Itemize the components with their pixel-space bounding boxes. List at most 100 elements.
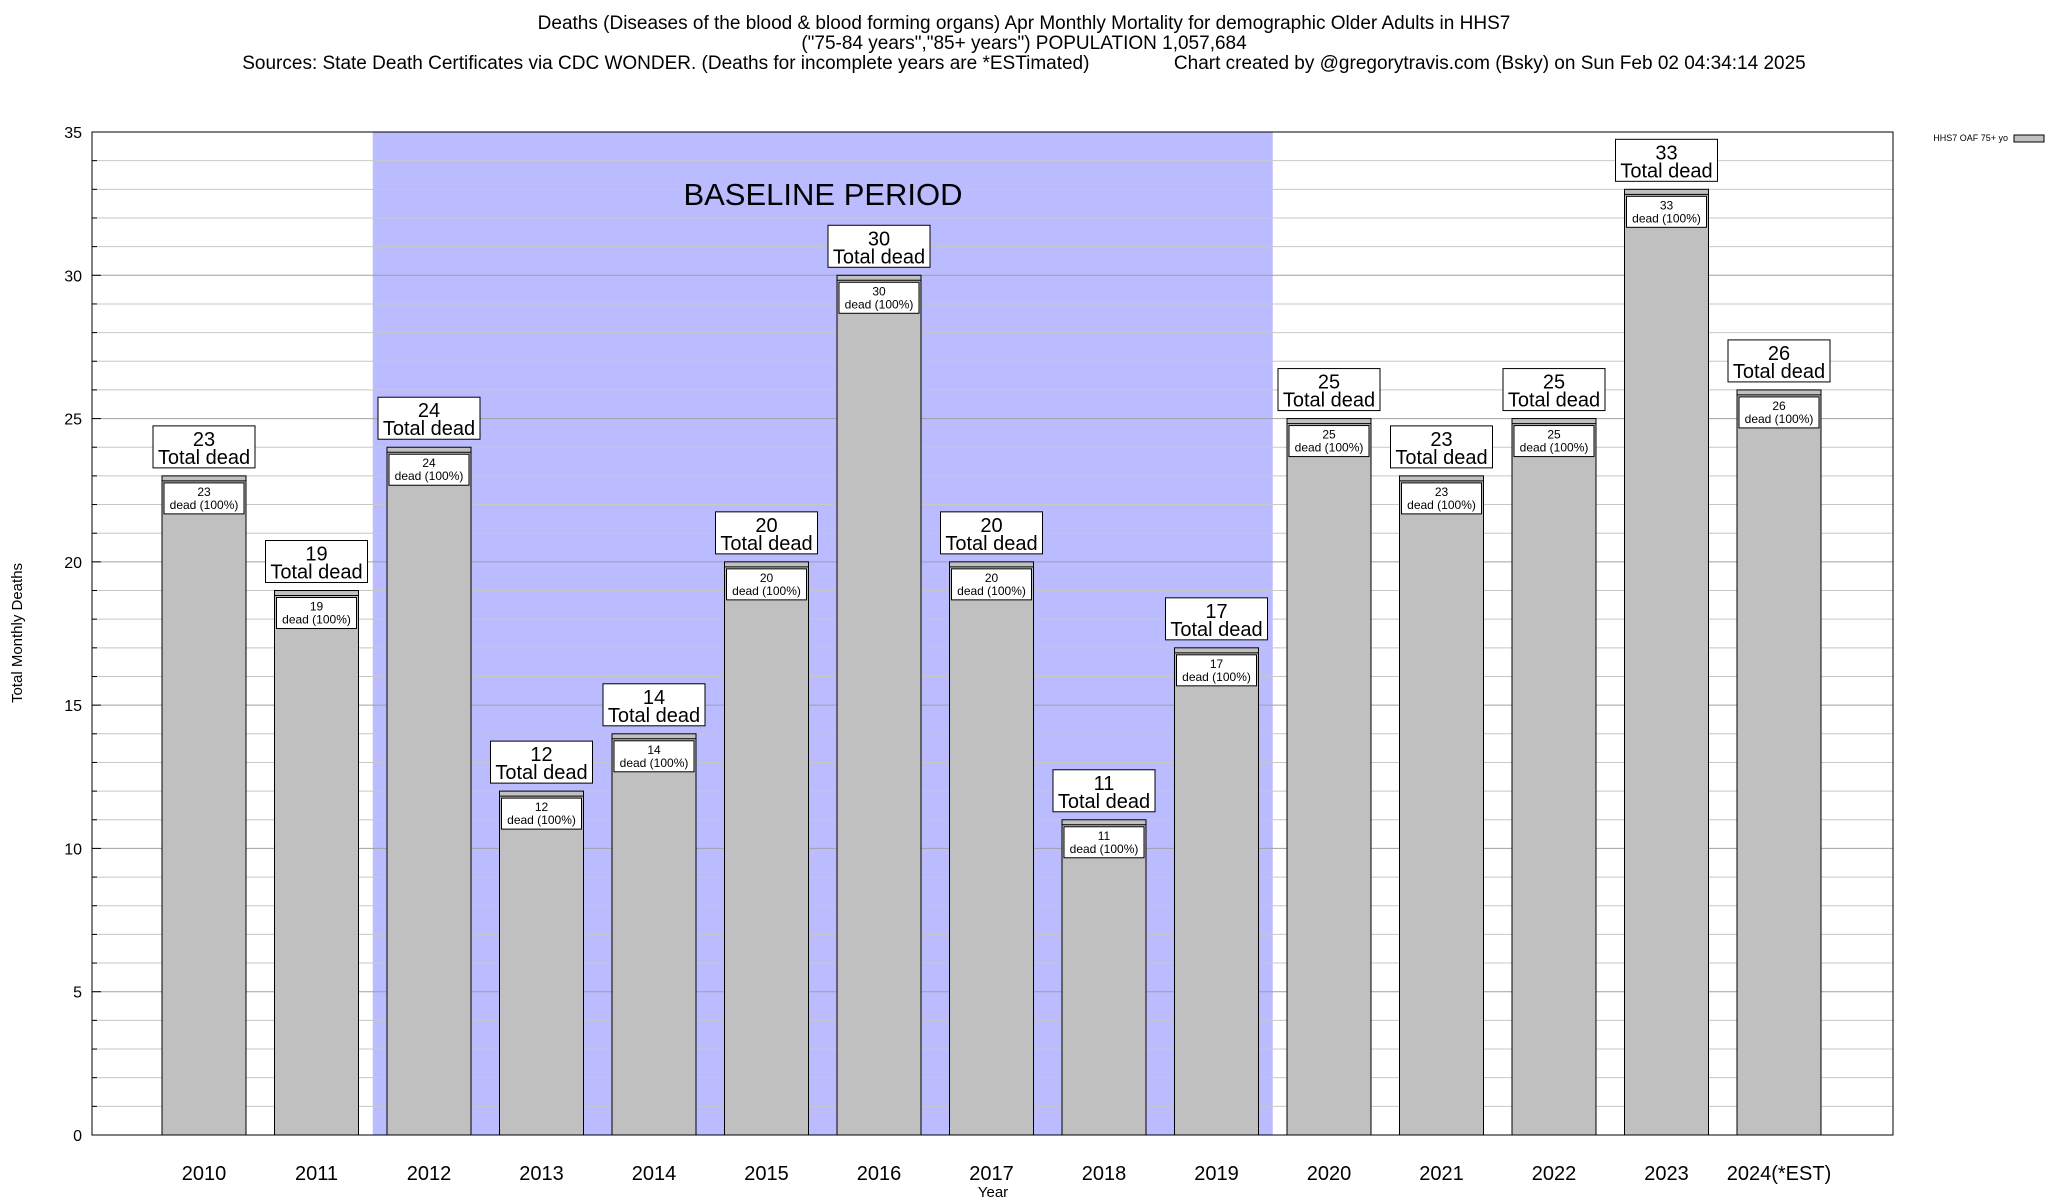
bar-2011 <box>274 590 359 1136</box>
total-label-value: 20 <box>755 515 777 537</box>
inner-label-box <box>726 568 807 601</box>
inner-label-value: 25 <box>1547 428 1561 442</box>
total-label-value: 14 <box>643 687 665 709</box>
y-tick-label: 20 <box>64 555 82 572</box>
inner-label-box <box>838 281 920 314</box>
inner-label-text: dead (100%) <box>1070 842 1139 856</box>
bar-2013 <box>499 790 584 1136</box>
total-label-box <box>1390 425 1493 469</box>
x-tick-label-2010: 2010 <box>182 1163 227 1185</box>
inner-label-value: 14 <box>647 743 661 757</box>
inner-label-box <box>501 797 582 830</box>
y-tick-label: 25 <box>64 412 82 429</box>
x-tick-label-2022: 2022 <box>1532 1163 1577 1185</box>
bar-2019 <box>1174 647 1259 1136</box>
inner-label-text: dead (100%) <box>620 756 689 770</box>
bar-2022 <box>1511 418 1597 1136</box>
bar-2023 <box>1624 188 1709 1136</box>
x-tick-label-2016: 2016 <box>857 1163 902 1185</box>
plot-frame <box>91 131 1894 1136</box>
inner-label-text: dead (100%) <box>1295 441 1364 455</box>
x-tick-label-2024(*EST): 2024(*EST) <box>1727 1163 1832 1185</box>
inner-label-box <box>388 453 470 486</box>
bar-2021 <box>1399 475 1484 1136</box>
x-tick-label-2011: 2011 <box>295 1163 338 1185</box>
inner-label-box <box>1738 396 1820 429</box>
x-tick-label-2015: 2015 <box>744 1163 789 1185</box>
inner-label-value: 23 <box>1435 485 1449 499</box>
total-label-value: 30 <box>868 228 890 250</box>
inner-label-value: 30 <box>872 284 886 298</box>
total-label-box <box>1277 368 1381 412</box>
y-tick-label: 5 <box>73 985 82 1002</box>
total-label-value: 25 <box>1543 372 1565 394</box>
total-label-value: 26 <box>1768 343 1790 365</box>
bar-2016 <box>836 274 922 1136</box>
bar-2018 <box>1061 819 1147 1136</box>
x-tick-label-2023: 2023 <box>1644 1163 1689 1185</box>
total-label-box <box>1502 368 1606 412</box>
total-label-box <box>490 740 593 784</box>
total-label-text: Total dead <box>383 418 475 440</box>
total-label-box <box>152 425 256 469</box>
chart-sources: Sources: State Death Certificates via CD… <box>242 53 1806 74</box>
chart-subtitle: ("75-84 years","85+ years") POPULATION 1… <box>801 33 1247 54</box>
y-tick-label: 15 <box>64 698 82 715</box>
inner-label-text: dead (100%) <box>732 584 801 598</box>
inner-label-value: 11 <box>1098 829 1111 843</box>
x-tick-label-2017: 2017 <box>969 1163 1014 1185</box>
x-tick-label-2013: 2013 <box>519 1163 564 1185</box>
inner-label-text: dead (100%) <box>395 469 464 483</box>
chart-title: Deaths (Diseases of the blood & blood fo… <box>537 13 1511 34</box>
bar-2010 <box>161 475 247 1136</box>
inner-label-text: dead (100%) <box>170 498 239 512</box>
legend-label: HHS7 OAF 75+ yo <box>1933 133 2008 143</box>
inner-label-value: 33 <box>1660 198 1674 212</box>
total-label-text: Total dead <box>720 533 812 555</box>
inner-label-box <box>1513 425 1595 458</box>
inner-label-box <box>613 740 695 773</box>
total-label-text: Total dead <box>608 705 700 727</box>
x-tick-label-2012: 2012 <box>407 1163 452 1185</box>
total-label-text: Total dead <box>1058 791 1150 813</box>
inner-label-value: 23 <box>197 485 211 499</box>
y-axis-label: Total Monthly Deaths <box>9 563 26 703</box>
total-label-text: Total dead <box>1620 160 1712 182</box>
total-label-value: 19 <box>305 544 327 566</box>
total-label-box <box>1165 597 1268 641</box>
inner-label-value: 24 <box>422 456 436 470</box>
legend-swatch <box>2013 134 2045 143</box>
x-tick-label-2019: 2019 <box>1194 1163 1239 1185</box>
total-label-box <box>602 683 706 727</box>
total-label-box <box>1615 138 1718 182</box>
inner-label-box <box>951 568 1032 601</box>
bar-2020 <box>1286 418 1372 1136</box>
bar-2015 <box>724 561 809 1136</box>
total-label-text: Total dead <box>270 562 362 584</box>
total-label-box <box>265 540 368 584</box>
total-label-value: 11 <box>1094 773 1115 795</box>
total-label-box <box>377 396 481 440</box>
inner-label-value: 12 <box>535 800 549 814</box>
total-label-value: 17 <box>1205 601 1227 623</box>
inner-label-box <box>1176 654 1257 687</box>
inner-label-text: dead (100%) <box>1407 498 1476 512</box>
x-tick-label-2020: 2020 <box>1307 1163 1352 1185</box>
total-label-box <box>1727 339 1831 383</box>
total-label-text: Total dead <box>945 533 1037 555</box>
x-tick-label-2018: 2018 <box>1082 1163 1127 1185</box>
y-tick-label: 30 <box>64 268 82 285</box>
total-label-text: Total dead <box>1733 361 1825 383</box>
bar-2017 <box>949 561 1034 1136</box>
inner-label-box <box>1288 425 1370 458</box>
inner-label-text: dead (100%) <box>845 297 914 311</box>
inner-label-box <box>1626 195 1707 228</box>
total-label-box <box>827 224 931 268</box>
total-label-value: 23 <box>1430 429 1452 451</box>
bar-2014 <box>611 733 697 1136</box>
baseline-period-label: BASELINE PERIOD <box>683 177 962 212</box>
total-label-value: 25 <box>1318 372 1340 394</box>
inner-label-value: 19 <box>310 600 324 614</box>
x-axis-label: Year <box>978 1184 1008 1200</box>
total-label-text: Total dead <box>1283 390 1375 412</box>
